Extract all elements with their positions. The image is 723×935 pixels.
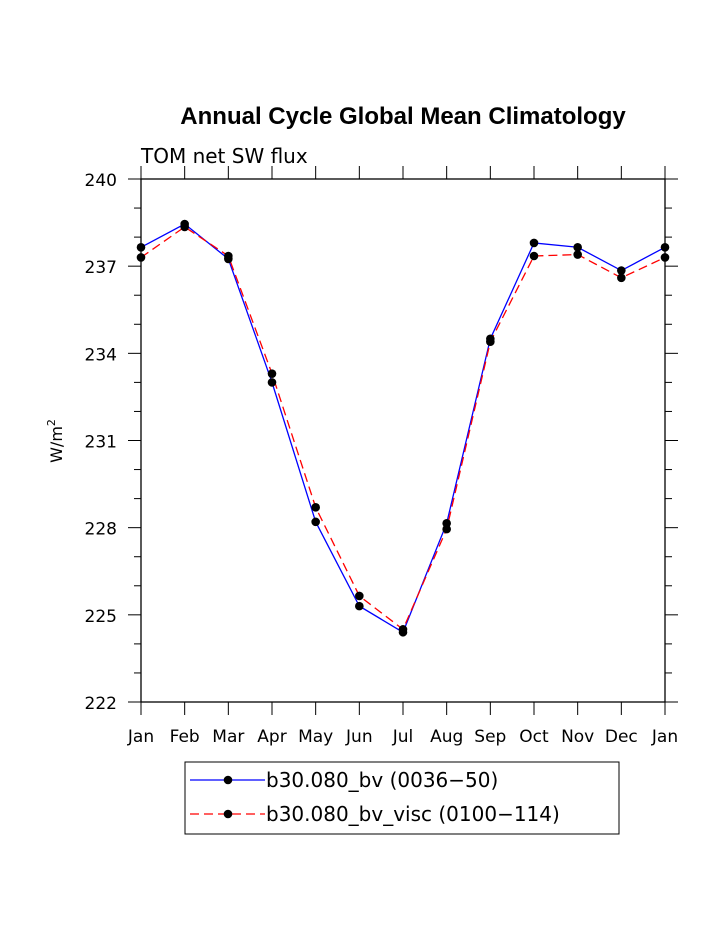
data-point [617,273,626,283]
y-tick-label: 231 [85,433,117,453]
data-point [267,378,277,387]
data-point [573,250,582,259]
series-markers [136,219,670,637]
plot-frame [140,178,666,703]
x-tick-label: Dec [605,727,638,747]
x-tick-label: May [298,727,333,747]
y-tick-label: 237 [85,258,117,278]
y-axis-label-text: W/m [47,426,66,463]
y-tick-label: 222 [85,694,117,714]
series-line [140,226,666,631]
x-tick-label: Feb [170,727,200,747]
data-point [617,266,626,275]
chart-subtitle: TOM net SW flux [140,144,308,168]
x-axis-tick-labels: Jan Feb Mar Apr May Jun Jul Aug Sep Oct Nov Dec Jan [127,727,678,747]
x-tick-label: Apr [257,727,286,747]
x-tick-label: Oct [519,727,549,747]
y-tick-label: 234 [85,345,117,365]
data-point [398,625,408,634]
legend-label: b30.080_bv (0036−50) [266,768,498,792]
data-point [486,337,495,347]
x-tick-label: Aug [430,727,463,747]
data-point [311,503,320,512]
y-axis-label-superscript: 2 [45,419,58,426]
x-tick-label: Jul [392,727,414,747]
x-tick-label: Jan [651,727,678,747]
y-tick-label: 228 [85,520,117,540]
x-tick-label: Jan [127,727,154,747]
data-point [573,242,582,252]
legend-marker [223,809,233,819]
legend-marker [223,775,233,785]
legend-box [184,761,620,835]
y-tick-label: 240 [85,171,117,191]
data-point [529,238,539,248]
axis-ticks [128,166,678,715]
chart-title: Annual Cycle Global Mean Climatology [180,103,626,130]
y-tick-label: 225 [85,607,117,627]
data-point [267,369,277,378]
x-tick-label: Jun [345,727,373,747]
legend-entries: b30.080_bv (0036−50) b30.080_bv_visc (010… [190,768,560,826]
data-point [529,251,539,261]
legend-label: b30.080_bv_visc (0100−114) [266,802,560,826]
y-axis-tick-labels: 222 225 228 231 234 237 240 [85,171,117,714]
x-tick-label: Mar [212,727,244,747]
x-tick-label: Nov [561,727,594,747]
series-line [140,223,666,634]
x-tick-label: Sep [474,727,506,747]
legend: b30.080_bv (0036−50) b30.080_bv_visc (010… [184,761,620,835]
data-point [355,591,364,601]
data-point [311,517,320,527]
y-axis-label: W/m2 [45,419,66,463]
data-point [355,601,364,611]
data-point [442,524,451,534]
series-lines [140,223,666,634]
data-point [224,251,233,261]
data-point [180,222,189,232]
